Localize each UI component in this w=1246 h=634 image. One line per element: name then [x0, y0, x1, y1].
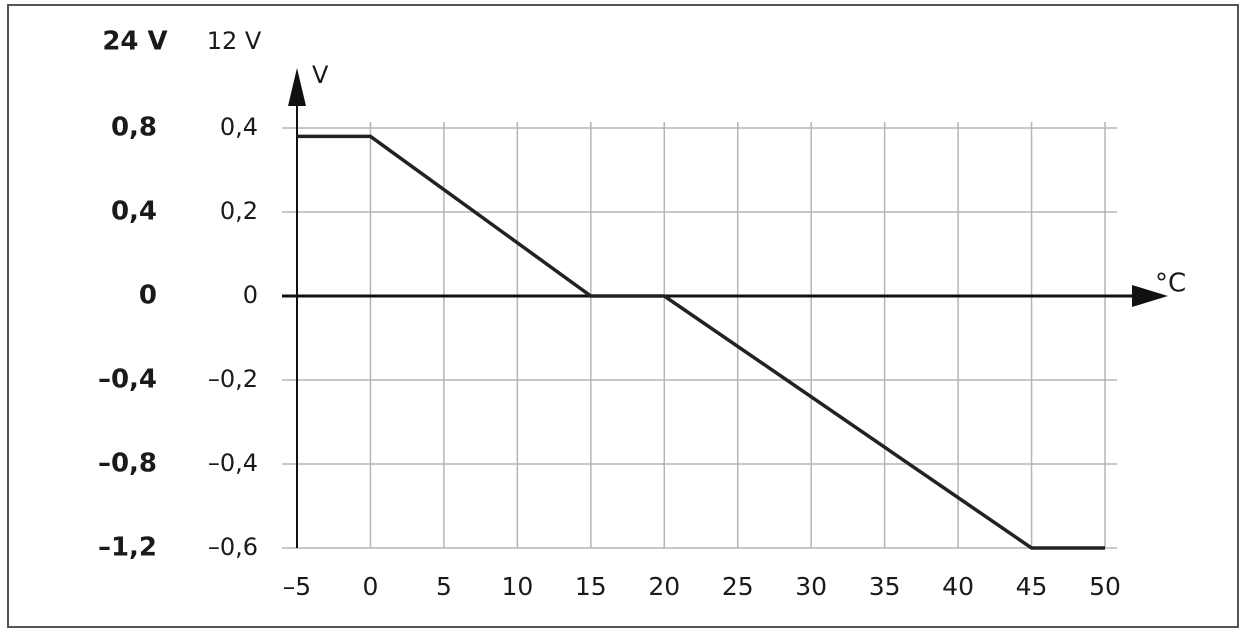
x-tick-label: 0	[363, 572, 379, 601]
y2-tick-label: –1,2	[98, 533, 157, 563]
y2-tick-label: –0,4	[98, 365, 157, 395]
y2-tick-label: 0	[139, 281, 157, 311]
y-tick-label: 0	[243, 281, 258, 309]
y2-tick-label: 0,8	[111, 113, 157, 143]
frame	[7, 4, 1239, 628]
y2-tick-label: –0,8	[98, 449, 157, 479]
x-axis-arrow	[1132, 285, 1168, 307]
y-axis-label: 12 V	[207, 27, 262, 55]
y-tick-label: –0,6	[208, 533, 258, 561]
y-axis-title: V	[312, 61, 329, 89]
y-tick-label: –0,2	[208, 365, 258, 393]
line	[297, 134, 1105, 550]
x-tick-label: 35	[869, 572, 901, 601]
y2-tick-label: 0,4	[111, 197, 157, 227]
x-axis-title: °C	[1155, 269, 1186, 299]
x-tick-label: 30	[795, 572, 827, 601]
x-tick-label: 40	[942, 572, 974, 601]
x-tick-label: 25	[722, 572, 754, 601]
y-tick-label: 0,4	[220, 113, 258, 141]
x-tick-label: 15	[575, 572, 607, 601]
x-tick-label: 20	[648, 572, 680, 601]
y-tick-label: 0,2	[220, 197, 258, 225]
y-axis-arrow	[288, 68, 306, 106]
y2-axis-label: 24 V	[102, 27, 167, 57]
x-tick-label: 50	[1089, 572, 1121, 601]
x-tick-label: 45	[1016, 572, 1048, 601]
y-tick-label: –0,4	[208, 449, 258, 477]
x-tick-label: –5	[283, 572, 311, 601]
x-tick-label: 5	[436, 572, 452, 601]
x-tick-label: 10	[501, 572, 533, 601]
